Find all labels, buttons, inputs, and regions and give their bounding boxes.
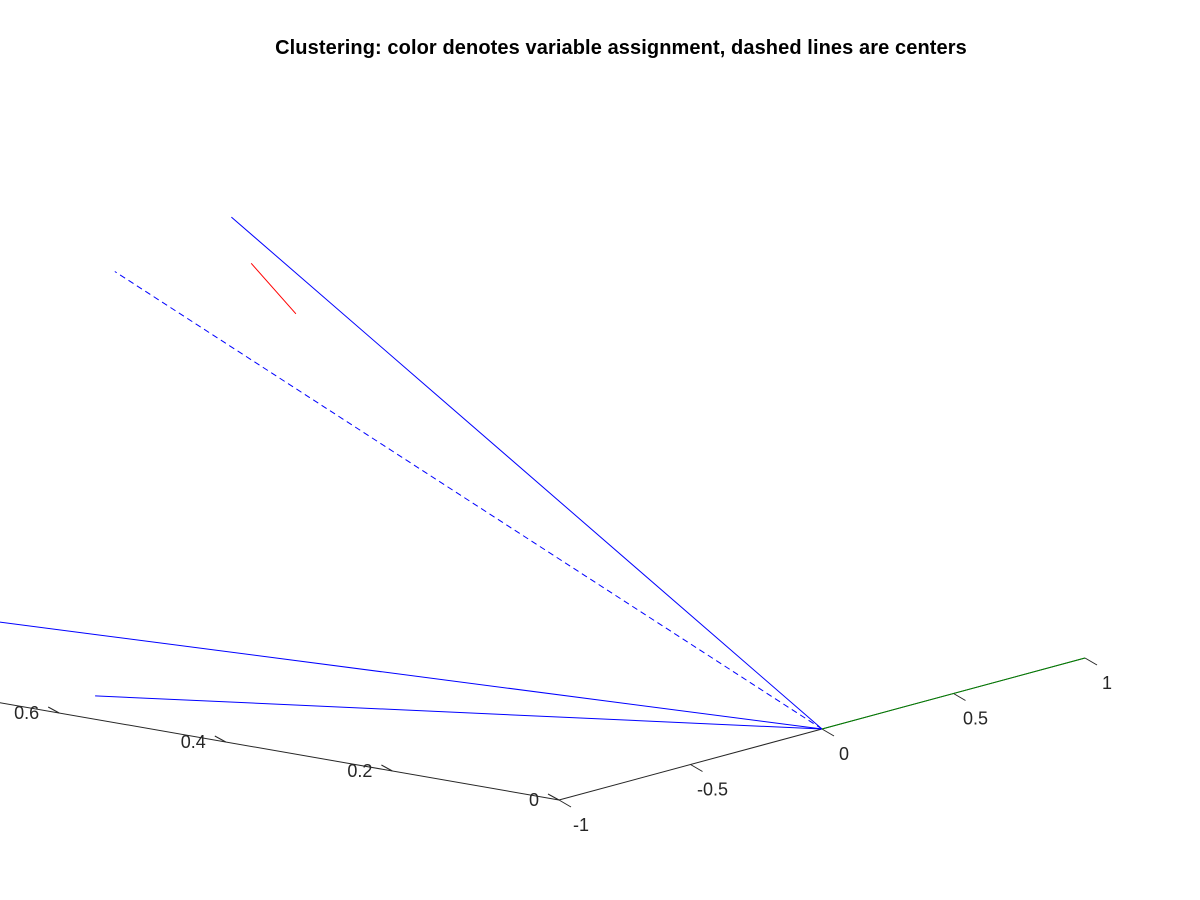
x-tick-label: 1 xyxy=(1102,673,1112,693)
center-line-4 xyxy=(114,271,823,730)
x-tick xyxy=(1084,657,1098,666)
x-tick-label: -1 xyxy=(573,815,589,835)
x-tick-label: 0 xyxy=(839,744,849,764)
x-tick xyxy=(690,764,703,772)
series-line-2 xyxy=(231,216,823,730)
y-tick-label: 0.4 xyxy=(181,732,206,752)
y-tick xyxy=(381,764,393,772)
axis-ticks: -1-0.500.5100.20.40.60.800.10.20.30.40.5… xyxy=(14,657,1112,835)
y-tick-label: 0.2 xyxy=(347,761,372,781)
x-tick-label: -0.5 xyxy=(697,780,728,800)
y-tick xyxy=(547,793,560,801)
chart-title: Clustering: color denotes variable assig… xyxy=(275,37,967,59)
series-line-1 xyxy=(95,695,823,730)
x-tick xyxy=(821,728,835,737)
y-axis-line xyxy=(0,702,560,801)
axes-box xyxy=(0,657,1086,801)
y-tick xyxy=(47,706,60,714)
y-tick xyxy=(214,735,227,743)
y-tick-label: 0 xyxy=(529,790,539,810)
series-line-3 xyxy=(250,262,297,315)
y-tick-label: 0.6 xyxy=(14,703,39,723)
x-tick-label: 0.5 xyxy=(963,709,988,729)
x-tick xyxy=(558,799,572,808)
series-line-0 xyxy=(0,621,823,730)
series-line-5 xyxy=(821,657,1086,730)
x-tick xyxy=(953,693,966,701)
data-series xyxy=(0,216,1086,730)
